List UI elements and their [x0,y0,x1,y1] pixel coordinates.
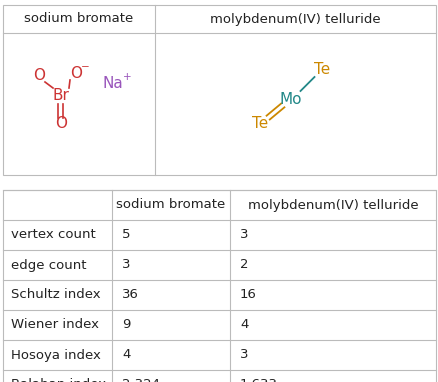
Text: 3: 3 [240,228,248,241]
Text: −: − [81,62,89,72]
Text: O: O [70,66,82,81]
Text: O: O [33,68,45,84]
Text: Te: Te [314,62,330,76]
Text: 5: 5 [122,228,130,241]
Text: Wiener index: Wiener index [11,319,99,332]
Text: edge count: edge count [11,259,86,272]
Text: Schultz index: Schultz index [11,288,100,301]
Text: 3: 3 [240,348,248,361]
Text: Br: Br [53,89,69,104]
Text: 36: 36 [122,288,138,301]
Text: 9: 9 [122,319,130,332]
Text: +: + [122,72,131,82]
Text: 4: 4 [122,348,130,361]
Text: 16: 16 [240,288,256,301]
Text: sodium bromate: sodium bromate [25,13,133,26]
Bar [3,190,435,382]
Text: Na: Na [102,76,123,92]
Text: O: O [55,117,67,131]
Text: molybdenum(IV) telluride: molybdenum(IV) telluride [210,13,380,26]
Text: 2: 2 [240,259,248,272]
Text: Te: Te [252,117,268,131]
Text: molybdenum(IV) telluride: molybdenum(IV) telluride [247,199,417,212]
Text: 3: 3 [122,259,130,272]
Text: Mo: Mo [279,92,301,107]
Bar [3,5,435,175]
Text: 1.633: 1.633 [240,379,277,382]
Text: Balaban index: Balaban index [11,379,106,382]
Text: vertex count: vertex count [11,228,95,241]
Text: sodium bromate: sodium bromate [116,199,225,212]
Text: 4: 4 [240,319,248,332]
Text: Hosoya index: Hosoya index [11,348,101,361]
Text: 2.324: 2.324 [122,379,159,382]
